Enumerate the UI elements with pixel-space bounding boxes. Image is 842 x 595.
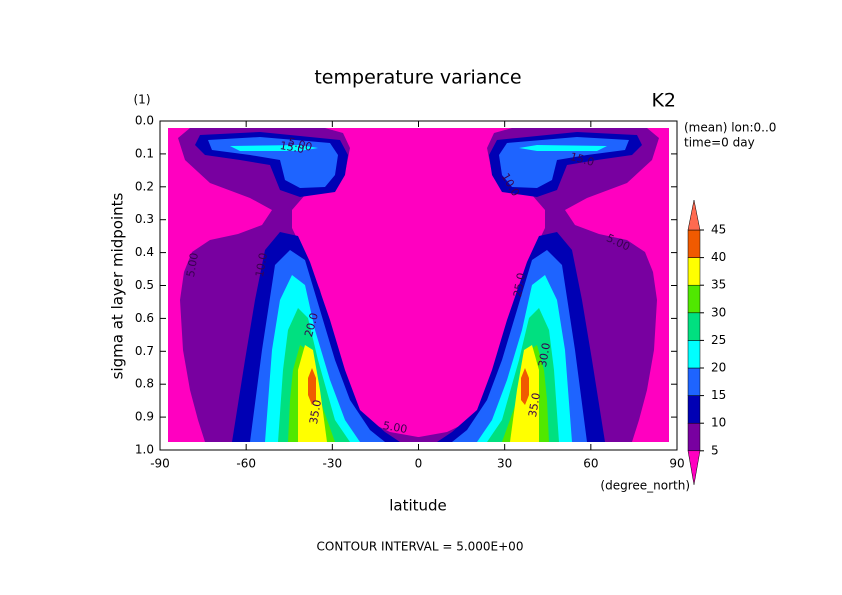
y-axis-label: sigma at layer midpoints [109, 192, 127, 379]
contour-label: 10.0 [253, 252, 270, 278]
contour-fill [521, 368, 529, 405]
colorbar-box [687, 395, 701, 424]
contour-label: 20.0 [302, 311, 321, 338]
x-tick-label: -60 [236, 457, 256, 471]
contour-label: 25.0 [511, 272, 528, 298]
x-tick-label: 0 [415, 457, 423, 471]
contour-label: 30.0 [536, 342, 553, 368]
info: (mean) lon:0..0 [684, 121, 776, 135]
contour-label: 35.0 [307, 399, 324, 425]
colorbar-label: 10 [711, 416, 726, 430]
y-tick-label: 0.3 [135, 212, 154, 226]
contour-label: 15.0 [569, 150, 596, 169]
x-tick-label: -30 [323, 457, 343, 471]
y-tick-label: 0.9 [135, 410, 154, 424]
x-tick-label: 60 [583, 457, 598, 471]
contour-label: 15.0 [279, 139, 305, 156]
y-tick-label: 0.1 [135, 146, 154, 160]
colorbar-bottom [687, 450, 701, 485]
colorbar-label: 35 [711, 278, 726, 292]
colorbar-box [687, 229, 701, 258]
colorbar-top [687, 199, 701, 231]
y-unit: (1) [134, 93, 151, 107]
contour-fill [519, 145, 607, 151]
colorbar-box [687, 340, 701, 369]
colorbar-label: 5 [711, 443, 719, 457]
chart-title: temperature variance [314, 67, 521, 89]
colorbar-box [687, 257, 701, 286]
x-tick-label: 90 [669, 457, 684, 471]
x-unit: (degree_north) [600, 479, 690, 493]
variable-name: K2 [651, 90, 676, 112]
contour-label: 5.00 [287, 135, 314, 154]
x-tick-label: 30 [497, 457, 512, 471]
x-axis-label: latitude [389, 497, 447, 515]
x-tick-label: -90 [150, 457, 170, 471]
contour-label: 35.0 [526, 392, 543, 418]
colorbar-box [687, 422, 701, 452]
contour-label: 5.00 [382, 419, 408, 436]
y-tick-label: 0.8 [135, 377, 154, 391]
contour-label: 5.00 [184, 252, 201, 278]
footer: CONTOUR INTERVAL = 5.000E+00 [317, 540, 524, 554]
contour-fill [308, 368, 316, 405]
y-tick-label: 0.7 [135, 344, 154, 358]
colorbar-label: 15 [711, 388, 726, 402]
y-tick-label: 0.0 [135, 114, 154, 128]
y-tick-label: 0.5 [135, 278, 154, 292]
colorbar-label: 20 [711, 361, 726, 375]
colorbar-label: 45 [711, 223, 726, 237]
colorbar-label: 40 [711, 250, 726, 264]
colorbar-box [687, 284, 701, 314]
y-tick-label: 0.4 [135, 245, 154, 259]
colorbar-box [687, 367, 701, 396]
colorbar-label: 30 [711, 305, 726, 319]
colorbar-box [687, 312, 701, 341]
y-tick-label: 0.6 [135, 311, 154, 325]
y-tick-label: 0.2 [135, 179, 154, 193]
info: time=0 day [684, 136, 755, 150]
colorbar-label: 25 [711, 333, 726, 347]
contour-fill [230, 145, 318, 151]
y-tick-label: 1.0 [135, 443, 154, 457]
